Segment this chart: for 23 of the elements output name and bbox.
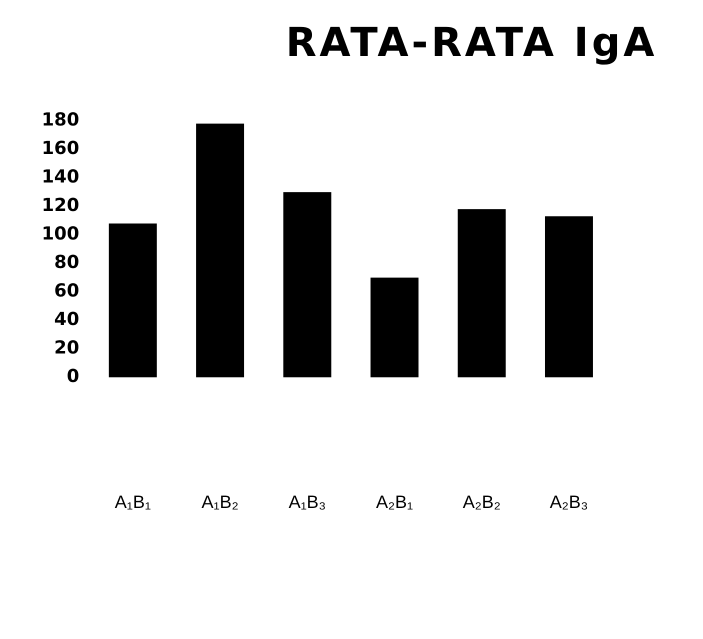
bar: [544, 216, 593, 378]
bar: [196, 124, 244, 378]
y-tick-label: 180: [42, 109, 80, 130]
y-tick-label: 120: [42, 195, 80, 216]
y-tick-label: 80: [54, 252, 80, 274]
bar: [283, 192, 332, 378]
y-tick-label: 40: [54, 309, 80, 330]
y-tick-label: 160: [42, 138, 80, 159]
bar: [458, 209, 506, 378]
chart-title: RATA-RATA IgA: [284, 20, 658, 66]
y-tick-label: 60: [54, 280, 80, 302]
x-tick-label: A₁B₁: [114, 492, 151, 512]
bar: [370, 278, 419, 378]
x-tick-label: A₁B₃: [288, 492, 326, 512]
y-tick-label: 140: [42, 166, 80, 188]
bar: [108, 223, 157, 378]
x-tick-label: A₁B₂: [202, 492, 239, 512]
y-tick-label: 0: [66, 366, 80, 388]
x-tick-label: A₂B₂: [462, 492, 501, 512]
x-tick-label: A₂B₁: [376, 492, 414, 512]
y-tick-label: 20: [54, 338, 80, 359]
y-tick-label: 100: [42, 224, 80, 245]
x-tick-label: A₂B₃: [550, 492, 588, 512]
